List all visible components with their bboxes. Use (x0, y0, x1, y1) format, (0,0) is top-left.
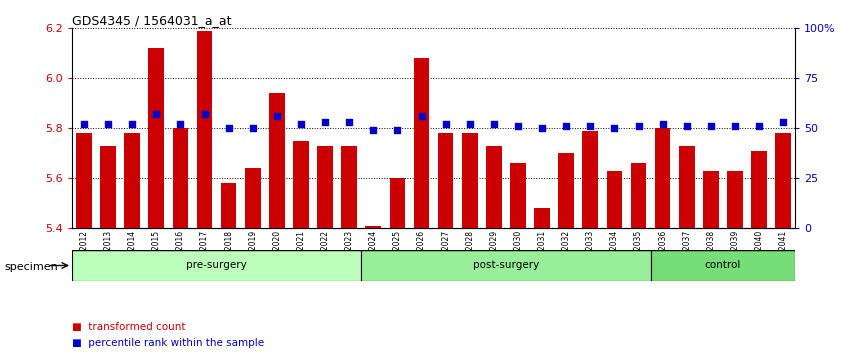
Point (343, 120, 356, 125)
Text: GDS4345 / 1564031_a_at: GDS4345 / 1564031_a_at (72, 14, 232, 27)
Text: post-surgery: post-surgery (473, 261, 539, 270)
Bar (534, 208, 550, 228)
Point (584, 124, 597, 129)
Point (680, 124, 694, 129)
Bar (365, 226, 382, 228)
Bar (582, 131, 598, 228)
Point (728, 124, 742, 129)
Point (439, 121, 453, 127)
Bar (751, 151, 767, 228)
Bar (414, 58, 430, 228)
Bar (678, 146, 695, 228)
Bar (558, 153, 574, 228)
Point (125, 121, 139, 127)
Bar (221, 183, 237, 228)
Point (463, 121, 476, 127)
Bar (361, 250, 651, 281)
Bar (510, 163, 526, 228)
Point (656, 121, 669, 127)
Bar (727, 171, 743, 228)
Point (318, 120, 332, 125)
Bar (196, 31, 212, 228)
Text: pre-surgery: pre-surgery (186, 261, 247, 270)
Bar (775, 133, 791, 228)
Bar (100, 146, 116, 228)
Bar (389, 178, 405, 228)
Bar (293, 141, 309, 228)
Point (391, 127, 404, 133)
Point (294, 121, 308, 127)
Bar (486, 146, 502, 228)
Bar (462, 133, 478, 228)
Bar (317, 146, 333, 228)
Point (270, 114, 283, 119)
Bar (341, 146, 357, 228)
Bar (269, 93, 285, 228)
Point (222, 125, 235, 131)
Text: ■  percentile rank within the sample: ■ percentile rank within the sample (72, 338, 264, 348)
Point (173, 121, 187, 127)
Text: control: control (705, 261, 741, 270)
Bar (124, 133, 140, 228)
Point (704, 124, 717, 129)
Point (511, 124, 525, 129)
Point (777, 120, 790, 125)
Point (415, 114, 428, 119)
Bar (630, 163, 646, 228)
Point (246, 125, 260, 131)
Point (536, 125, 549, 131)
Point (77, 121, 91, 127)
Point (366, 127, 380, 133)
Bar (244, 169, 261, 228)
Point (632, 124, 645, 129)
Bar (148, 48, 164, 228)
Point (198, 112, 212, 117)
Point (487, 121, 501, 127)
Bar (655, 129, 671, 228)
Point (607, 125, 621, 131)
Bar (703, 171, 719, 228)
Text: specimen: specimen (4, 262, 58, 272)
Text: ■  transformed count: ■ transformed count (72, 322, 185, 332)
Point (559, 124, 573, 129)
Point (752, 124, 766, 129)
Point (150, 112, 163, 117)
Bar (72, 250, 361, 281)
Bar (651, 250, 795, 281)
Bar (437, 133, 453, 228)
Bar (76, 133, 92, 228)
Point (102, 121, 115, 127)
Bar (607, 171, 623, 228)
Bar (173, 129, 189, 228)
